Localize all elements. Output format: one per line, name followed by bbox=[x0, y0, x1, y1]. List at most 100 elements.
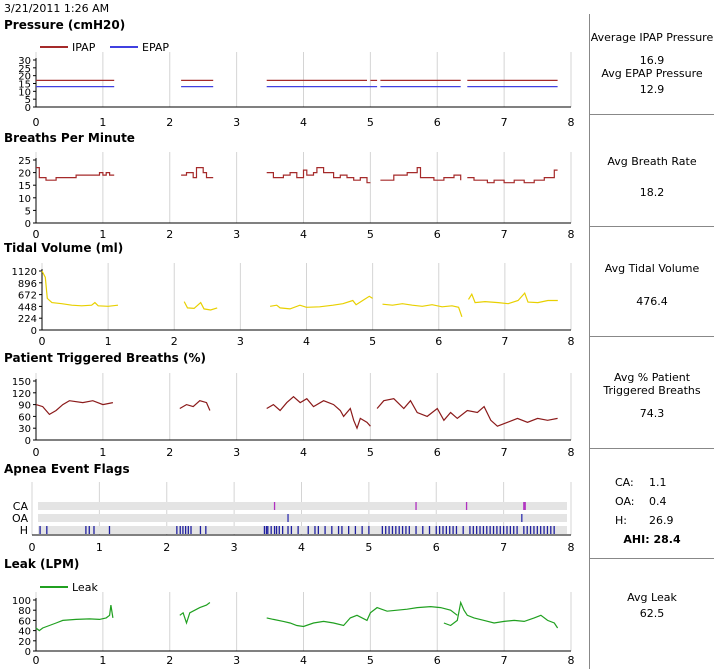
report-timestamp: 3/21/2011 1:26 AM bbox=[4, 2, 110, 15]
x-tick-label: 4 bbox=[300, 228, 307, 241]
x-tick-label: 4 bbox=[298, 541, 305, 554]
y-tick-label: 30 bbox=[18, 424, 31, 435]
series-line bbox=[467, 169, 558, 184]
legend-label: EPAP bbox=[142, 41, 169, 54]
chart-title: Apnea Event Flags bbox=[4, 462, 130, 476]
y-tick-label: 25 bbox=[18, 156, 31, 167]
y-tick-label: 40 bbox=[18, 627, 31, 638]
x-tick-label: 3 bbox=[233, 654, 240, 667]
x-tick-label: 5 bbox=[367, 116, 374, 129]
y-tick-label: 10 bbox=[18, 87, 31, 98]
y-tick-label: 0 bbox=[25, 436, 31, 447]
chart-panel-0: Pressure (cmH20)0 1 2 3 4 5 6 7 8051015202530IPA… bbox=[4, 18, 575, 129]
chart-panel-3: Patient Triggered Breaths (%) 0 1 2 3 4 5 6 7 8 03… bbox=[4, 351, 575, 459]
series-line bbox=[376, 398, 558, 427]
y-tick-label: 0 bbox=[31, 326, 37, 337]
x-tick-label: 6 bbox=[434, 228, 441, 241]
avg-ptb-label-line1: Avg % Patient bbox=[613, 371, 691, 384]
chart-title: Tidal Volume (ml) bbox=[4, 241, 123, 255]
chart-title: Pressure (cmH20) bbox=[4, 18, 125, 32]
y-tick-label: 150 bbox=[12, 377, 31, 388]
event-row-band bbox=[38, 502, 567, 510]
series-line-leak bbox=[179, 602, 211, 625]
x-tick-label: 8 bbox=[568, 654, 575, 667]
x-tick-label: 0 bbox=[39, 335, 46, 348]
x-tick-label: 8 bbox=[568, 446, 575, 459]
x-tick-label: 5 bbox=[365, 541, 372, 554]
x-tick-label: 4 bbox=[300, 654, 307, 667]
avg-ptb-label-line2: Triggered Breaths bbox=[603, 384, 701, 397]
x-tick-label: 6 bbox=[435, 335, 442, 348]
y-tick-label: 20 bbox=[18, 72, 31, 83]
x-tick-label: 6 bbox=[433, 541, 440, 554]
y-tick-label: 0 bbox=[25, 103, 31, 114]
chart-title: Patient Triggered Breaths (%) bbox=[4, 351, 206, 365]
charts-area: Pressure (cmH20)0 1 2 3 4 5 6 7 8051015202530IPA… bbox=[4, 18, 575, 667]
x-tick-label: 0 bbox=[29, 541, 36, 554]
x-tick-label: 0 bbox=[33, 654, 40, 667]
event-row-band bbox=[38, 526, 567, 534]
ca-label: CA: bbox=[615, 476, 634, 489]
y-tick-label: 1120 bbox=[12, 267, 37, 278]
x-tick-label: 1 bbox=[105, 335, 112, 348]
oa-label: OA: bbox=[615, 495, 635, 508]
y-tick-label: 20 bbox=[18, 637, 31, 648]
y-tick-label: 896 bbox=[18, 279, 37, 290]
y-tick-label: 5 bbox=[25, 95, 31, 106]
x-tick-label: 5 bbox=[367, 446, 374, 459]
x-tick-label: 2 bbox=[166, 228, 173, 241]
stat-leak: Avg Leak 62.5 bbox=[590, 558, 714, 670]
x-tick-label: 8 bbox=[568, 541, 575, 554]
x-tick-label: 4 bbox=[300, 116, 307, 129]
event-row-label: OA bbox=[12, 512, 28, 525]
x-tick-label: 3 bbox=[237, 335, 244, 348]
avg-leak-value: 62.5 bbox=[639, 607, 665, 620]
x-tick-label: 4 bbox=[303, 335, 310, 348]
apnea-oa-row: OA: 0.4 bbox=[590, 495, 714, 508]
x-tick-label: 2 bbox=[166, 116, 173, 129]
x-tick-label: 6 bbox=[434, 654, 441, 667]
y-tick-label: 0 bbox=[25, 219, 31, 230]
avg-ipap-value: 16.9 bbox=[639, 54, 665, 67]
x-tick-label: 6 bbox=[434, 116, 441, 129]
y-tick-label: 25 bbox=[18, 64, 31, 75]
avg-ptb-value: 74.3 bbox=[639, 407, 665, 420]
event-row-label: H bbox=[20, 524, 28, 537]
x-tick-label: 0 bbox=[33, 116, 40, 129]
y-tick-label: 20 bbox=[18, 169, 31, 180]
ca-value: 1.1 bbox=[649, 476, 667, 489]
x-tick-label: 5 bbox=[369, 335, 376, 348]
x-tick-label: 2 bbox=[166, 446, 173, 459]
series-line bbox=[270, 295, 373, 310]
series-line bbox=[35, 400, 114, 416]
avg-breath-rate-value: 18.2 bbox=[639, 186, 665, 199]
y-tick-label: 5 bbox=[25, 206, 31, 217]
series-line bbox=[266, 167, 371, 184]
y-tick-label: 224 bbox=[18, 314, 37, 325]
y-tick-label: 15 bbox=[18, 181, 31, 192]
x-tick-label: 1 bbox=[99, 446, 106, 459]
x-tick-label: 7 bbox=[501, 116, 508, 129]
series-line bbox=[179, 400, 211, 411]
y-tick-label: 0 bbox=[25, 647, 31, 658]
x-tick-label: 3 bbox=[231, 541, 238, 554]
oa-value: 0.4 bbox=[649, 495, 667, 508]
chart-panel-2: Tidal Volume (ml) 0 1 2 3 4 5 6 7 8 02244486728961… bbox=[4, 241, 575, 348]
stats-column: Average IPAP Pressure 16.9 Avg EPAP Pres… bbox=[589, 14, 714, 669]
x-tick-label: 2 bbox=[163, 541, 170, 554]
x-tick-label: 0 bbox=[33, 446, 40, 459]
legend-label: IPAP bbox=[72, 41, 96, 54]
avg-tidal-volume-label: Avg Tidal Volume bbox=[604, 262, 700, 275]
x-tick-label: 8 bbox=[568, 116, 575, 129]
chart-title: Breaths Per Minute bbox=[4, 131, 135, 145]
y-tick-label: 15 bbox=[18, 80, 31, 91]
x-tick-label: 5 bbox=[367, 228, 374, 241]
h-value: 26.9 bbox=[649, 514, 674, 527]
y-tick-label: 60 bbox=[18, 412, 31, 423]
legend-label: Leak bbox=[72, 581, 98, 594]
ahi-value: 28.4 bbox=[653, 533, 681, 546]
x-tick-label: 7 bbox=[501, 335, 508, 348]
